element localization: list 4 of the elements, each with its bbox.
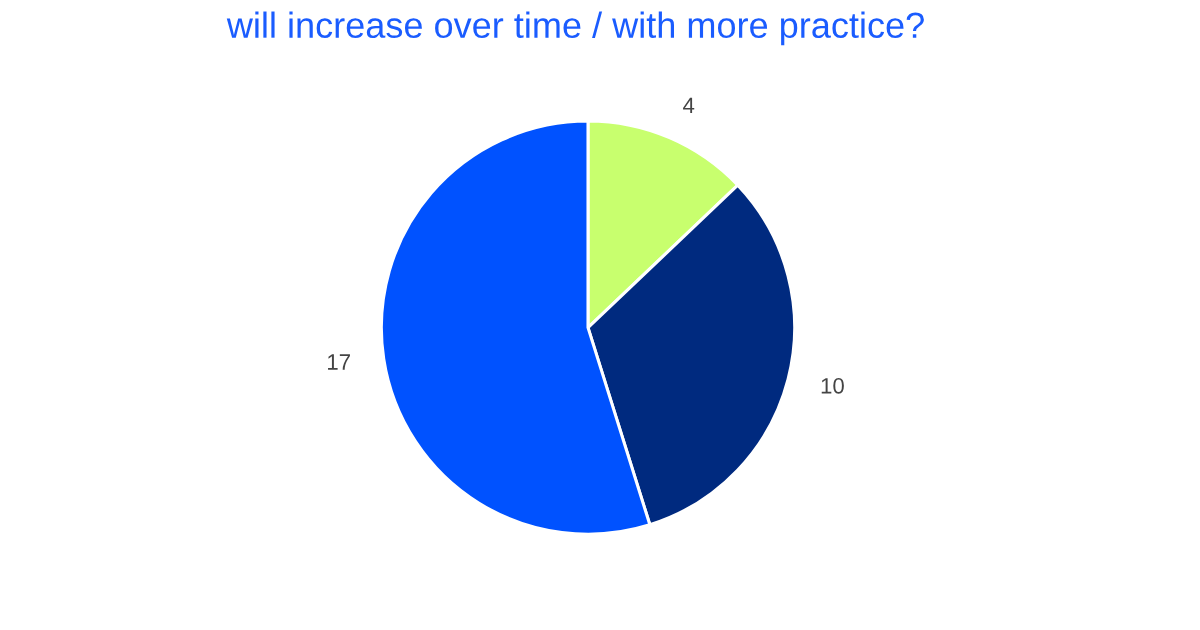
chart-title: will increase over time / with more practice? [226,11,924,46]
data-label: 4 [683,97,695,114]
data-label: 17 [328,354,350,370]
data-label: 10 [821,377,844,394]
